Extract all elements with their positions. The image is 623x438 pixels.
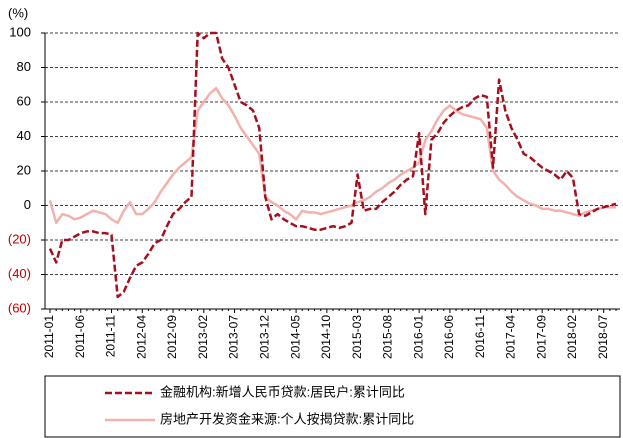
- x-tick-label: 2013-02: [196, 315, 210, 359]
- x-tick-label: 2011-01: [42, 315, 56, 358]
- legend-label: 金融机构:新增人民币贷款:居民户:累计同比: [160, 384, 405, 399]
- x-tick-label: 2011-11: [104, 315, 118, 358]
- series-line: [48, 31, 617, 299]
- x-tick-label: 2016-06: [442, 315, 456, 359]
- y-axis-label: (%): [8, 5, 28, 20]
- x-tick-label: 2014-05: [288, 315, 302, 359]
- y-tick-label: 100: [9, 24, 31, 39]
- x-tick-label: 2013-07: [227, 315, 241, 359]
- x-tick-label: 2016-11: [473, 315, 487, 358]
- x-tick-label: 2017-09: [534, 315, 548, 359]
- y-tick-label: 80: [17, 59, 31, 74]
- legend-box: [44, 375, 621, 438]
- y-tick-label: 20: [17, 162, 31, 177]
- x-tick-label: 2018-02: [565, 315, 579, 359]
- x-tick-label: 2017-04: [504, 315, 518, 359]
- x-tick-label: 2011-06: [73, 315, 87, 358]
- x-tick-label: 2015-03: [350, 315, 364, 359]
- legend-label: 房地产开发资金来源:个人按揭贷款:累计同比: [160, 411, 414, 426]
- y-tick-label: (60): [8, 300, 31, 315]
- x-tick-label: 2015-08: [381, 315, 395, 359]
- x-tick-label: 2013-12: [257, 315, 271, 359]
- y-tick-label: (20): [8, 231, 31, 246]
- y-tick-label: 0: [24, 197, 31, 212]
- x-tick-label: 2012-09: [165, 315, 179, 359]
- x-tick-label: 2018-07: [596, 315, 610, 359]
- x-tick-label: 2016-01: [411, 315, 425, 359]
- x-tick-label: 2014-10: [319, 315, 333, 359]
- y-tick-label: 60: [17, 93, 31, 108]
- series-line: [48, 86, 616, 225]
- x-tick-label: 2012-04: [134, 315, 148, 359]
- y-tick-label: 40: [17, 128, 31, 143]
- y-tick-label: (40): [8, 266, 31, 281]
